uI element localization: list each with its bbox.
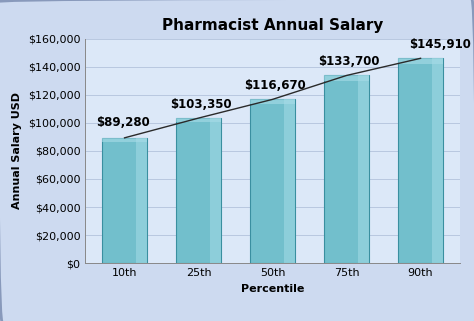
Bar	[324, 75, 369, 81]
Text: $103,350: $103,350	[171, 98, 232, 111]
Bar	[102, 138, 147, 142]
Bar	[250, 100, 295, 263]
X-axis label: Percentile: Percentile	[241, 284, 304, 294]
Bar	[210, 118, 221, 263]
Text: $133,700: $133,700	[319, 56, 380, 68]
Bar	[176, 118, 221, 122]
Bar	[136, 138, 147, 263]
Y-axis label: Annual Salary USD: Annual Salary USD	[12, 92, 22, 209]
Text: $89,280: $89,280	[96, 117, 150, 129]
Bar	[398, 58, 443, 263]
Bar	[283, 100, 295, 263]
Bar	[324, 75, 369, 263]
Bar	[432, 58, 443, 263]
Text: $116,670: $116,670	[245, 79, 306, 92]
Bar	[398, 58, 443, 65]
Bar	[102, 138, 147, 263]
Bar	[358, 75, 369, 263]
Text: $145,910: $145,910	[410, 38, 471, 51]
Bar	[250, 100, 295, 104]
Bar	[176, 118, 221, 263]
Title: Pharmacist Annual Salary: Pharmacist Annual Salary	[162, 18, 383, 33]
